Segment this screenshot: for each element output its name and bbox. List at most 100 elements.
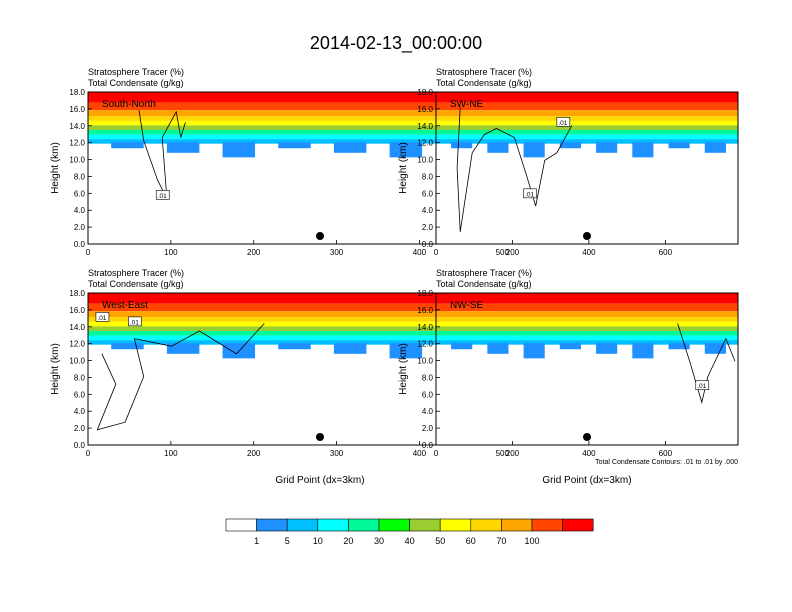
x-tick-label: 0: [434, 248, 439, 257]
panel-name: SW-NE: [450, 99, 483, 110]
y-tick-label: 12.0: [69, 340, 85, 349]
y-tick-label: 2.0: [74, 424, 86, 433]
tracer-band: [88, 303, 552, 312]
x-tick-label: 300: [330, 248, 344, 257]
y-tick-label: 0.0: [422, 240, 434, 249]
tracer-patch: [596, 142, 618, 153]
plot-frame: [435, 91, 739, 245]
x-tick-label: 400: [413, 449, 427, 458]
y-tick-label: 10.0: [417, 357, 433, 366]
tracer-band: [436, 331, 738, 336]
tracer-band: [436, 317, 738, 322]
tracer-band: [436, 130, 738, 135]
colorbar-swatch: [225, 518, 257, 532]
colorbar-swatch: [317, 518, 349, 532]
y-tick-label: 0.0: [74, 240, 86, 249]
location-marker: [316, 232, 324, 240]
panel-header-condensate: Total Condensate (g/kg): [88, 279, 184, 289]
colorbar-swatch: [562, 518, 594, 532]
panels: Stratosphere Tracer (%) Total Condensate …: [50, 67, 739, 486]
tracer-band: [88, 335, 552, 341]
contour-note: Total Condensate Contours: .01 to .01 by…: [595, 459, 738, 466]
tracer-patch: [668, 142, 690, 149]
tracer-band: [88, 92, 552, 103]
x-tick-label: 500: [496, 449, 510, 458]
tracer-patch: [166, 343, 200, 354]
plot-frame: [435, 292, 739, 446]
tracer-band: [88, 340, 552, 345]
x-axis-title: Grid Point (dx=3km): [542, 475, 631, 486]
tracer-band: [88, 102, 552, 111]
y-tick-label: 18.0: [69, 289, 85, 298]
panel-header-condensate: Total Condensate (g/kg): [436, 279, 532, 289]
y-tick-label: 18.0: [69, 88, 85, 97]
tracer-band: [88, 130, 552, 135]
tracer-band: [436, 303, 738, 312]
panel-name: South-North: [102, 99, 156, 110]
y-tick-label: 6.0: [74, 390, 86, 399]
y-tick-label: 14.0: [417, 122, 433, 131]
colorbar-label: 20: [343, 536, 353, 546]
tracer-band: [88, 326, 552, 331]
x-axis-title: Grid Point (dx=3km): [275, 475, 364, 486]
y-tick-label: 4.0: [422, 206, 434, 215]
tracer-patch: [166, 142, 200, 153]
colorbar-swatch: [439, 518, 472, 532]
y-tick-label: 16.0: [69, 105, 85, 114]
tracer-band: [88, 116, 552, 121]
tracer-band: [88, 293, 552, 304]
contour-label: .01: [525, 191, 534, 198]
panel-header-tracer: Stratosphere Tracer (%): [436, 67, 532, 77]
contour-label: .01: [158, 193, 167, 200]
y-tick-label: 10.0: [417, 156, 433, 165]
contour-label-box: [128, 316, 142, 327]
y-tick-label: 0.0: [74, 441, 86, 450]
y-axis-title: Height (km): [398, 142, 409, 194]
tracer-band: [88, 321, 552, 327]
y-tick-label: 12.0: [69, 139, 85, 148]
tracer-band: [88, 110, 552, 117]
y-tick-label: 6.0: [422, 390, 434, 399]
colorbar-label: 50: [435, 536, 445, 546]
x-tick-label: 500: [496, 248, 510, 257]
y-tick-label: 4.0: [422, 407, 434, 416]
y-tick-label: 0.0: [422, 441, 434, 450]
colorbar-swatch: [409, 518, 441, 532]
x-tick-label: 600: [659, 248, 673, 257]
colorbar-label: 10: [313, 536, 323, 546]
tracer-band: [436, 139, 738, 144]
y-tick-label: 10.0: [69, 156, 85, 165]
tracer-patch: [523, 142, 545, 158]
tracer-patch: [632, 343, 654, 359]
colorbar-swatch: [378, 518, 410, 532]
tracer-patch: [523, 343, 545, 359]
condensate-contour: [456, 107, 573, 232]
panel-name: NW-SE: [450, 300, 483, 311]
tracer-patch: [222, 142, 256, 158]
tracer-patch: [451, 142, 473, 149]
y-tick-label: 4.0: [74, 407, 86, 416]
tracer-band: [436, 110, 738, 117]
y-tick-label: 12.0: [417, 139, 433, 148]
colorbar-swatch: [286, 518, 319, 532]
y-tick-label: 12.0: [417, 340, 433, 349]
location-marker: [583, 433, 591, 441]
colorbar-swatch: [531, 518, 563, 532]
colorbar-swatch: [348, 518, 380, 532]
tracer-patch: [389, 142, 423, 158]
tracer-band: [436, 335, 738, 341]
x-tick-label: 100: [164, 449, 178, 458]
tracer-band: [436, 125, 738, 130]
tracer-patch: [487, 343, 509, 354]
tracer-band: [436, 116, 738, 121]
contour-label: .01: [697, 383, 706, 390]
tracer-band: [436, 340, 738, 345]
contour-label: .01: [130, 319, 139, 326]
y-tick-label: 2.0: [422, 424, 434, 433]
y-tick-label: 8.0: [74, 373, 86, 382]
y-tick-label: 14.0: [69, 122, 85, 131]
tracer-band: [88, 125, 552, 130]
tracer-patch: [704, 142, 726, 153]
condensate-contour: [138, 110, 186, 199]
tracer-band: [88, 331, 552, 336]
